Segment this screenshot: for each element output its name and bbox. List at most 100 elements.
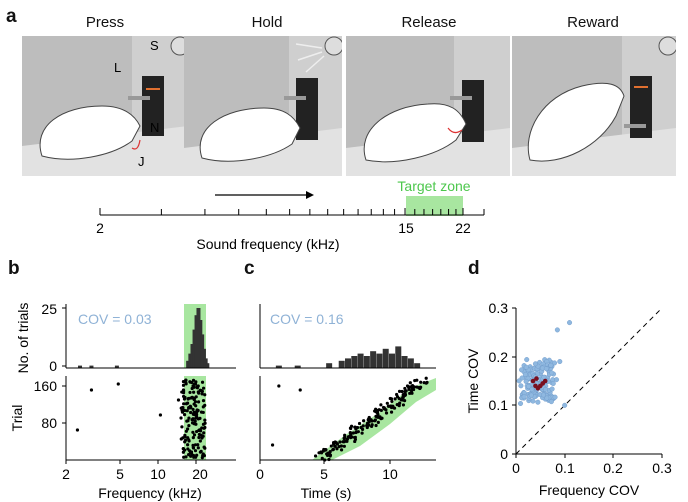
b-trial-point <box>183 433 187 437</box>
b-trial-point <box>192 385 196 389</box>
d-xtick-0.1: 0.1 <box>555 460 575 476</box>
b-hist-bar <box>205 363 210 368</box>
c-trial-point <box>409 389 414 393</box>
b-trial-point <box>199 389 203 393</box>
b-trial-point <box>89 388 94 392</box>
b-hist-bar <box>78 365 83 368</box>
b-trial-point <box>186 427 190 431</box>
b-trial-point <box>183 408 187 413</box>
hold-illustration <box>184 36 342 176</box>
b-trial-point <box>116 382 120 386</box>
d-xlabel: Frequency COV <box>539 482 640 498</box>
b-trial-point <box>197 391 201 395</box>
c-xtick-0: 0 <box>256 466 264 482</box>
d-point <box>524 357 530 363</box>
b-trial-point <box>191 436 195 440</box>
b-trial-point <box>181 388 186 392</box>
d-point <box>543 366 549 372</box>
b-trial-point <box>191 445 195 449</box>
b-trial-point <box>176 398 181 402</box>
d-point <box>516 378 522 384</box>
c-trial-point <box>389 410 394 414</box>
b-trial-point <box>180 408 184 412</box>
c-trial-point <box>356 430 360 434</box>
c-trial-point <box>335 447 339 451</box>
d-point <box>532 361 538 367</box>
d-point <box>530 398 536 404</box>
freq-tick-22: 22 <box>455 220 471 236</box>
c-trial-point <box>328 453 333 457</box>
c-trial-point <box>353 435 357 439</box>
d-ytick-0.1: 0.1 <box>489 397 509 413</box>
panel-c-chart: COV = 0.16 0 5 10 Time (s) <box>256 304 436 501</box>
b-trial-point <box>158 413 163 417</box>
b-trial-point <box>189 396 193 400</box>
b-trial-point <box>200 436 204 440</box>
c-trial-point <box>328 450 332 454</box>
d-point <box>519 367 525 373</box>
b-trial-point <box>203 393 207 397</box>
b-trial-point <box>203 446 207 450</box>
d-point <box>523 378 529 384</box>
b-trial-point <box>186 443 190 447</box>
c-hist-bar <box>370 351 377 368</box>
b-hist-bar <box>201 348 206 368</box>
d-xtick-0.3: 0.3 <box>652 460 672 476</box>
c-trial-point <box>373 418 377 422</box>
c-trial-point <box>389 404 393 408</box>
panel-d-chart: 0.3 0.2 0.1 0 0 0.1 0.2 0.3 Time COV Fre… <box>465 300 672 498</box>
reward-illustration <box>512 36 676 176</box>
b-trial-point <box>191 407 195 412</box>
d-highlight-point <box>542 378 548 384</box>
b-trial-point <box>190 380 194 385</box>
b-xlabel: Frequency (kHz) <box>98 485 201 501</box>
arrow-right-icon <box>306 191 314 199</box>
b-trial-point <box>203 418 207 422</box>
b-trial-point <box>189 410 193 415</box>
b-trial-point <box>193 400 198 404</box>
d-point <box>528 392 534 398</box>
b-hist-bar <box>89 365 94 368</box>
c-trial-point <box>359 425 363 430</box>
c-trial-point <box>410 391 414 395</box>
c-hist-bar <box>357 353 364 368</box>
b-trial-point <box>195 408 199 412</box>
b-trial-point <box>186 419 190 423</box>
release-illustration <box>346 36 510 176</box>
c-trial-point <box>388 396 392 401</box>
d-point <box>526 383 532 389</box>
c-hist-bar <box>407 358 414 368</box>
c-trial-point <box>386 404 390 408</box>
c-trial-point <box>382 406 386 410</box>
d-point <box>541 392 547 398</box>
c-trial-point <box>395 403 399 407</box>
c-hist-bar <box>395 346 402 368</box>
c-hist-bar <box>363 356 370 368</box>
b-hist-bar <box>188 353 193 368</box>
d-point <box>529 386 535 392</box>
c-cov-text: COV = 0.16 <box>270 311 344 327</box>
b-trial-point <box>179 416 183 420</box>
c-hist-bar <box>338 360 345 368</box>
d-point <box>554 377 560 383</box>
d-point <box>518 401 524 407</box>
d-point <box>552 360 558 366</box>
d-ytick-0: 0 <box>500 446 508 462</box>
frequency-axis: Target zone 2 15 22 Sound frequency (kHz… <box>96 178 485 252</box>
c-hist-bar <box>326 363 333 368</box>
c-trial-point <box>413 379 417 383</box>
d-point <box>543 386 549 392</box>
b-trial-point <box>182 402 186 406</box>
b-trial-point <box>192 390 196 394</box>
b-trial-point <box>180 425 184 429</box>
letter-n: N <box>150 120 159 135</box>
b-trial-point <box>201 405 205 409</box>
c-trial-point <box>393 397 397 401</box>
b-trial-point <box>184 378 188 382</box>
target-zone-label: Target zone <box>397 178 470 194</box>
b-trial-point <box>181 380 186 384</box>
b-trial-point <box>191 378 196 382</box>
b-trial-point <box>192 455 196 459</box>
b-trial-point <box>193 419 197 423</box>
c-trial-point <box>324 448 328 452</box>
